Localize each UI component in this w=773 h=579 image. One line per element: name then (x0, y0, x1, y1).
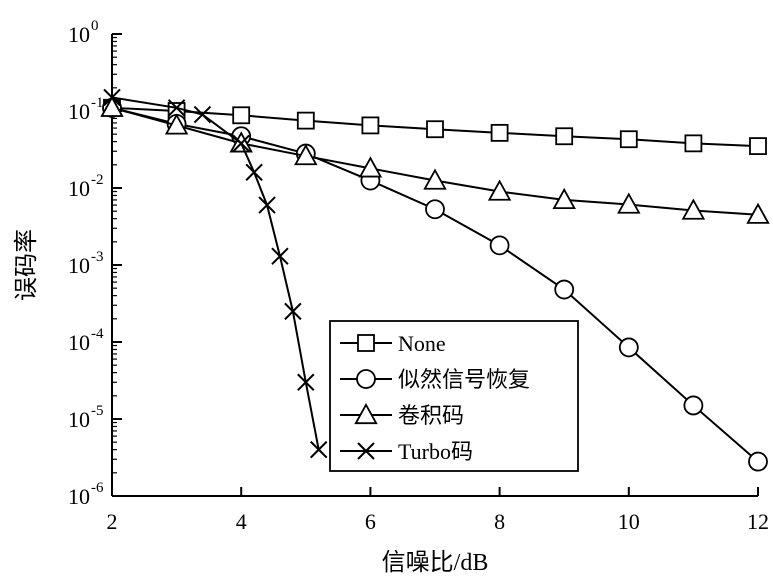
data-point-triangle (164, 113, 189, 135)
data-point-square (232, 106, 251, 125)
data-point-square (426, 120, 444, 139)
data-point-square (684, 134, 703, 153)
data-point-x (284, 302, 302, 321)
legend-label: 似然信号恢复 (398, 367, 530, 392)
series-square (103, 98, 767, 156)
legend-label: None (398, 331, 446, 356)
y-tick-exponent: -3 (91, 249, 104, 265)
x-marker-stroke (167, 99, 186, 117)
x-tick-label: 2 (107, 509, 118, 534)
data-point-square (296, 111, 315, 130)
data-point-square (490, 123, 509, 142)
data-point-triangle (552, 187, 576, 210)
data-point-triangle (681, 198, 706, 220)
data-point-circle (554, 279, 575, 300)
legend-marker-triangle (354, 402, 378, 425)
legend-label: 卷积码 (398, 403, 464, 428)
data-point-x (167, 99, 186, 117)
legend-marker-x (357, 442, 375, 460)
x-marker-stroke (271, 247, 289, 265)
data-point-x (271, 247, 289, 265)
data-point-triangle (487, 179, 512, 201)
legend-marker-circle (356, 369, 376, 389)
y-tick-label: 10 (68, 330, 90, 355)
data-point-square (555, 127, 574, 146)
y-tick-label: 10 (68, 22, 90, 47)
x-tick-label: 4 (236, 509, 247, 534)
x-marker-stroke (103, 88, 121, 107)
y-tick-exponent: -6 (91, 480, 104, 496)
x-tick-label: 12 (747, 509, 769, 534)
x-marker-stroke (193, 105, 212, 124)
data-point-circle (489, 235, 510, 256)
data-point-x (232, 134, 250, 153)
y-tick-label: 10 (68, 253, 90, 278)
y-tick-exponent: -1 (91, 95, 104, 111)
data-point-triangle (358, 156, 383, 178)
y-tick-label: 10 (68, 176, 90, 201)
x-marker-stroke (245, 163, 263, 181)
data-point-circle (683, 395, 704, 416)
y-tick-exponent: -4 (91, 326, 104, 342)
x-tick-label: 6 (365, 509, 376, 534)
legend-marker-square (357, 334, 375, 352)
data-point-x (258, 196, 276, 214)
series-group (100, 88, 770, 472)
data-point-x (297, 373, 315, 391)
data-point-triangle (100, 95, 124, 117)
x-marker-stroke (232, 134, 250, 153)
x-tick-label: 8 (494, 509, 505, 534)
data-point-triangle (423, 168, 447, 190)
data-point-circle (425, 199, 445, 220)
data-point-square (749, 137, 767, 156)
y-tick-exponent: -5 (91, 403, 104, 419)
y-tick-label: 10 (68, 484, 90, 509)
data-point-triangle (746, 202, 770, 224)
data-point-square (361, 116, 380, 135)
data-point-x (310, 440, 328, 459)
x-marker-stroke (258, 196, 276, 214)
x-axis-title: 信噪比/dB (382, 549, 489, 576)
data-point-x (103, 88, 121, 107)
y-tick-label: 10 (68, 99, 90, 124)
y-tick-label: 10 (68, 407, 90, 432)
series-triangle (100, 95, 770, 224)
x-tick-label: 10 (618, 509, 640, 534)
data-point-circle (618, 337, 639, 358)
data-point-triangle (294, 143, 318, 166)
x-marker-stroke (357, 442, 375, 460)
y-tick-exponent: -2 (91, 172, 104, 188)
data-point-square (619, 130, 638, 149)
data-point-triangle (617, 192, 641, 214)
series-line (111, 96, 320, 450)
x-marker-stroke (297, 373, 315, 391)
legend-label: Turbo码 (398, 439, 473, 464)
y-axis-title: 误码率 (13, 229, 40, 301)
x-marker-stroke (284, 302, 302, 321)
series-x (103, 88, 328, 459)
x-marker-stroke (310, 440, 328, 459)
y-tick-exponent: 0 (91, 18, 99, 34)
data-point-x (245, 163, 263, 181)
data-point-circle (748, 451, 768, 472)
data-point-x (193, 105, 212, 124)
